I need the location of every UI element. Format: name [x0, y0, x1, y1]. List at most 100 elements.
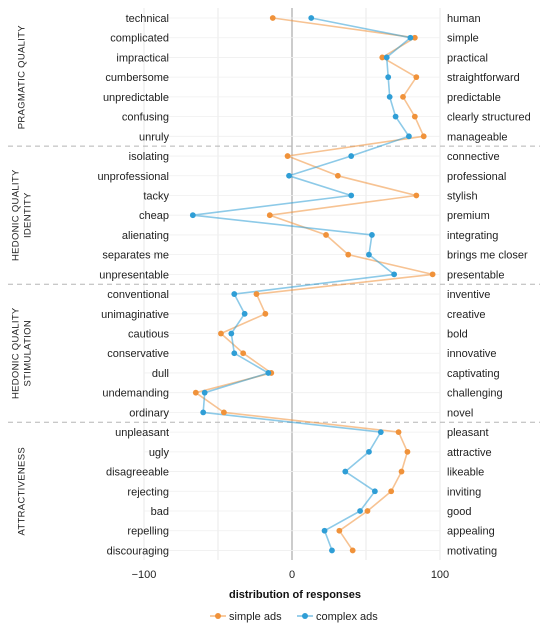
left-anchor-label: alienating: [122, 230, 169, 242]
right-anchor-label: stylish: [447, 190, 478, 202]
simple-point: [349, 547, 356, 554]
legend-simple-swatch-dot: [215, 613, 221, 619]
left-anchor-label: cautious: [128, 329, 169, 341]
left-anchor-label: discouraging: [107, 545, 169, 557]
complex-point: [348, 192, 355, 199]
left-anchor-label: disagreeable: [106, 467, 169, 479]
complex-point: [228, 330, 235, 337]
x-tick-label: −100: [132, 569, 157, 581]
left-anchor-label: complicated: [110, 33, 169, 45]
right-anchor-label: bold: [447, 329, 468, 341]
left-anchor-label: bad: [151, 506, 169, 518]
right-anchor-label: simple: [447, 33, 479, 45]
right-anchor-label: innovative: [447, 348, 497, 360]
x-tick-label: 100: [431, 569, 449, 581]
complex-point: [371, 488, 378, 495]
right-anchor-label: attractive: [447, 447, 492, 459]
legend: simple ads complex ads: [210, 611, 378, 623]
right-anchor-label: premium: [447, 210, 490, 222]
right-anchor-label: likeable: [447, 467, 484, 479]
left-anchor-label: unruly: [139, 131, 169, 143]
left-anchor-label: ordinary: [129, 407, 169, 419]
left-anchor-label: unimaginative: [101, 309, 169, 321]
simple-point: [323, 232, 329, 238]
right-anchor-label: captivating: [447, 368, 500, 380]
complex-point: [265, 370, 272, 376]
left-anchor-label: ugly: [149, 447, 170, 459]
complex-point: [201, 389, 208, 396]
complex-point: [321, 527, 328, 534]
complex-point: [392, 113, 399, 120]
simple-point: [404, 448, 411, 455]
complex-series-line: [192, 17, 412, 551]
simple-series-line: [195, 17, 434, 551]
simple-point: [411, 34, 418, 41]
simple-point: [269, 15, 276, 21]
left-anchor-label: undemanding: [102, 388, 169, 400]
complex-point: [286, 172, 292, 179]
simple-point: [262, 310, 269, 317]
simple-point: [398, 468, 405, 475]
legend-item-complex: complex ads: [297, 611, 378, 623]
group-label: ATTRACTIVENESS: [17, 447, 28, 535]
right-anchor-label: brings me closer: [447, 250, 528, 262]
right-anchor-label: integrating: [447, 230, 498, 242]
simple-point: [334, 172, 341, 179]
right-anchor-label: challenging: [447, 388, 503, 400]
left-anchor-label: repelling: [127, 526, 169, 538]
item-labels: technical human complicated simple impractic…: [97, 13, 530, 557]
complex-point: [241, 310, 248, 317]
complex-point: [189, 212, 196, 219]
group-label: IDENTITY: [23, 192, 34, 238]
simple-point: [400, 93, 406, 100]
series-lines: [192, 17, 434, 551]
x-axis: distribution of responses −100 0 100: [132, 569, 450, 601]
left-anchor-label: unpredictable: [103, 92, 169, 104]
simple-point: [413, 192, 420, 199]
simple-point: [221, 409, 227, 416]
simple-point: [364, 508, 371, 514]
right-anchor-label: presentable: [447, 269, 505, 281]
left-anchor-label: tacky: [143, 190, 169, 202]
group-label: PRAGMATIC QUALITY: [17, 25, 28, 130]
right-anchor-label: manageable: [447, 131, 508, 143]
complex-point: [200, 409, 207, 416]
right-anchor-label: appealing: [447, 526, 495, 538]
complex-point: [406, 133, 412, 140]
simple-point: [411, 113, 418, 120]
complex-point: [348, 153, 355, 159]
simple-point: [192, 389, 199, 396]
simple-point: [413, 74, 420, 81]
left-anchor-label: technical: [126, 13, 169, 25]
simple-point: [345, 251, 352, 258]
complex-point: [369, 232, 375, 238]
right-anchor-label: creative: [447, 309, 486, 321]
left-anchor-label: confusing: [122, 112, 169, 124]
complex-point: [342, 468, 349, 475]
simple-point: [253, 291, 260, 297]
left-anchor-label: separates me: [102, 250, 169, 262]
left-anchor-label: dull: [152, 368, 169, 380]
simple-point: [240, 350, 247, 357]
complex-point: [377, 429, 384, 436]
group-label: HEDONIC QUALITY: [11, 307, 22, 399]
complex-point: [407, 34, 414, 41]
left-anchor-label: conventional: [107, 289, 169, 301]
simple-point: [218, 330, 224, 337]
right-anchor-label: motivating: [447, 545, 497, 557]
left-anchor-label: conservative: [107, 348, 169, 360]
simple-point: [336, 527, 343, 534]
right-anchor-label: pleasant: [447, 427, 489, 439]
series-points: [189, 15, 436, 554]
group-label: HEDONIC QUALITY: [11, 169, 22, 261]
complex-point: [385, 74, 392, 81]
complex-point: [366, 448, 372, 455]
right-anchor-label: inviting: [447, 486, 481, 498]
left-anchor-label: impractical: [116, 52, 169, 64]
left-anchor-label: unpleasant: [115, 427, 169, 439]
left-anchor-label: rejecting: [127, 486, 169, 498]
right-anchor-label: practical: [447, 52, 488, 64]
complex-point: [391, 271, 398, 278]
complex-point: [366, 251, 372, 258]
